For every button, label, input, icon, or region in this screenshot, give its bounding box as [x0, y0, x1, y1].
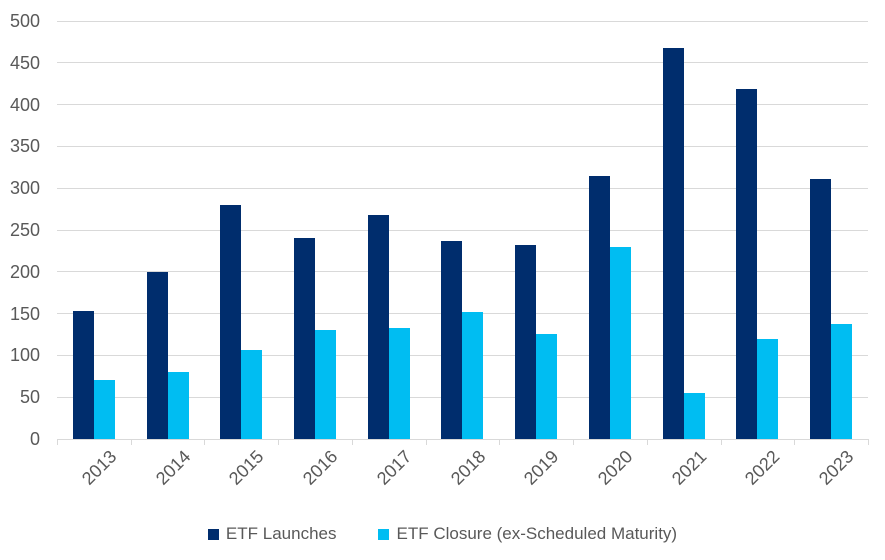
legend-item-launches: ETF Launches: [207, 524, 337, 544]
y-axis-label: 450: [9, 52, 40, 73]
x-axis-tick: [720, 439, 722, 445]
gridline: [57, 187, 868, 189]
bar-group-2017: [352, 21, 426, 439]
plot-area: 0 50 100 150 200 250 300 350 400 450 500 2013 2014 20…: [10, 12, 869, 489]
x-axis-label-2013: 2013: [77, 446, 121, 489]
x-axis-label-2015: 2015: [225, 446, 268, 489]
y-axis-label: 500: [9, 11, 40, 31]
y-axis-label: 350: [9, 136, 40, 157]
bar-group-2018: [426, 21, 500, 439]
bar-closures-2021: [683, 393, 705, 439]
bar-launches-2016: [294, 238, 316, 439]
x-axis-label-2017: 2017: [372, 446, 416, 489]
gridline: [57, 20, 868, 22]
bar-group-2016: [278, 21, 352, 439]
bar-closures-2014: [167, 372, 189, 439]
bar-launches-2013: [72, 311, 94, 439]
bar-closures-2023: [831, 324, 853, 439]
gridline: [57, 145, 868, 147]
bar-launches-2021: [662, 47, 684, 439]
bar-group-2013: [57, 21, 131, 439]
gridline: [57, 104, 868, 106]
bar-closures-2016: [315, 330, 337, 439]
legend-item-closures: ETF Closure (ex-Scheduled Maturity): [378, 524, 677, 544]
x-axis-label-2023: 2023: [815, 446, 858, 489]
legend-swatch-icon: [378, 528, 390, 540]
bar-group-2022: [721, 21, 795, 439]
bar-launches-2015: [220, 204, 242, 439]
gridline: [57, 229, 868, 231]
bar-closures-2019: [536, 333, 558, 439]
bar-group-2023: [794, 21, 868, 439]
y-axis-label: 150: [9, 303, 40, 324]
bar-launches-2017: [367, 214, 389, 439]
bar-launches-2014: [146, 271, 168, 439]
bar-closures-2018: [462, 311, 484, 439]
bar-closures-2017: [388, 327, 410, 439]
x-axis-label-2018: 2018: [446, 446, 489, 489]
x-axis-tick: [425, 439, 427, 445]
x-axis-label-2020: 2020: [593, 446, 637, 489]
gridline: [57, 438, 868, 440]
legend-label: ETF Launches: [225, 524, 337, 543]
x-axis-label-2016: 2016: [299, 446, 342, 489]
y-axis-label: 300: [9, 178, 40, 199]
x-axis-label-2014: 2014: [151, 446, 195, 489]
x-axis-label-2022: 2022: [741, 446, 784, 489]
x-axis-tick: [794, 439, 796, 445]
bar-group-2014: [131, 21, 205, 439]
bar-group-2020: [573, 21, 647, 439]
x-axis-tick: [57, 439, 58, 445]
bar-closures-2020: [609, 246, 631, 439]
x-axis-tick: [351, 439, 353, 445]
y-axis-label: 0: [29, 429, 40, 449]
bar-launches-2022: [736, 88, 758, 439]
bar-group-2019: [499, 21, 573, 439]
x-axis-tick: [868, 439, 869, 445]
y-axis-label: 250: [9, 220, 40, 240]
x-axis-label-2021: 2021: [667, 446, 711, 489]
bar-launches-2018: [441, 240, 463, 439]
bar-closures-2013: [93, 380, 115, 439]
legend-swatch-icon: [207, 528, 219, 540]
y-axis-label: 400: [9, 94, 40, 115]
gridline: [57, 271, 868, 273]
bar-group-2015: [204, 21, 278, 439]
legend-label: ETF Closure (ex-Scheduled Maturity): [396, 524, 678, 543]
y-axis-label: 100: [9, 345, 40, 366]
gridline: [57, 62, 868, 64]
bar-closures-2015: [241, 349, 263, 439]
y-axis-label: 200: [9, 261, 40, 282]
legend: ETF Launches ETF Closure (ex-Scheduled Ma…: [0, 524, 885, 544]
x-axis-label-2019: 2019: [520, 446, 563, 489]
x-axis-tick: [204, 439, 206, 445]
bar-launches-2020: [588, 175, 610, 439]
x-axis-tick: [278, 439, 280, 445]
bar-launches-2019: [515, 245, 537, 439]
x-axis-tick: [573, 439, 575, 445]
x-axis-tick: [499, 439, 501, 445]
bar-closures-2022: [757, 338, 779, 439]
x-axis-tick: [130, 439, 132, 445]
y-axis-label: 50: [19, 387, 40, 408]
x-axis-tick: [646, 439, 648, 445]
bar-group-2021: [647, 21, 721, 439]
bar-launches-2023: [810, 179, 832, 439]
